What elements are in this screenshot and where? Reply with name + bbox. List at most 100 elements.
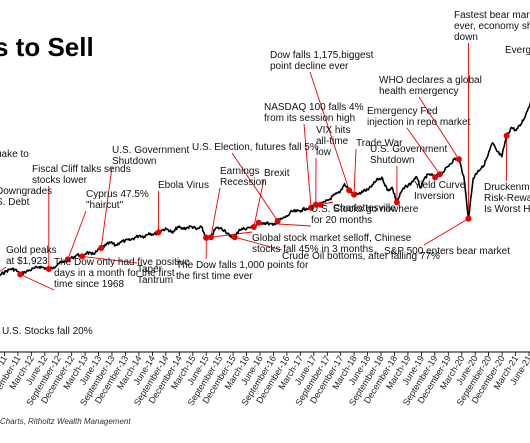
- annotation-label-line: S. Debt: [0, 197, 30, 208]
- annotation-label: Brexit: [264, 168, 290, 179]
- annotation-label: Trade War: [356, 138, 403, 149]
- annotation-label-line: Recession: [220, 177, 267, 188]
- annotation-label-line: for 20 months: [311, 215, 372, 226]
- annotation-label-line: Dow falls 1,175,biggest: [270, 50, 374, 61]
- annotation-label-line: Earnings: [220, 166, 259, 177]
- annotation-label-line: Taper: [137, 264, 163, 275]
- annotation-leader: [0, 266, 7, 272]
- annotation-label-line: Is Worst H: [484, 204, 530, 215]
- annotation-label-line: WHO declares a global: [379, 75, 482, 86]
- annotation-label-line: days in a month for the first: [54, 268, 175, 279]
- event-marker: [308, 204, 315, 211]
- annotation-label-line: from its session high: [264, 113, 355, 124]
- annotation-leader: [423, 218, 469, 246]
- annotation-leader: [82, 255, 138, 264]
- event-marker: [436, 171, 443, 178]
- annotation-label-line: ever, economy shu: [454, 21, 530, 32]
- annotation-leader: [253, 178, 265, 228]
- annotation-leader: [303, 123, 312, 208]
- annotation-leader: [100, 166, 113, 249]
- annotation-label-line: Crude Oil bottoms, after falling 77%: [282, 251, 440, 262]
- chart-title: s to Sell: [0, 32, 94, 62]
- event-marker: [98, 245, 105, 251]
- annotation-label-line: Gold peaks: [6, 245, 57, 256]
- annotation-label: Gold peaks at $1,923: [6, 245, 57, 267]
- annotation-label-line: Fiscal Cliff talks sends: [32, 164, 131, 175]
- annotation-label-line: Druckenmi: [484, 182, 530, 193]
- event-marker: [274, 218, 281, 224]
- annotation-label: VIX hits all-time low: [316, 125, 350, 158]
- annotation-label-line: Brexit: [264, 168, 290, 179]
- annotation-label-line: health emergency: [379, 86, 459, 97]
- annotation-label: Fiscal Cliff talks sends stocks lower: [32, 164, 131, 186]
- annotation-leaders: [0, 43, 508, 291]
- annotation-label-line: Emergency Fed: [367, 106, 438, 117]
- annotation-label-line: Trade War: [356, 138, 403, 149]
- annotation-label-line: Inversion: [414, 191, 455, 202]
- annotation-leader: [234, 236, 283, 251]
- annotation-leader: [210, 187, 221, 238]
- annotation-label-line: Yield Curve: [414, 180, 466, 191]
- event-marker: [155, 229, 162, 236]
- annotation-label-line: point decline ever: [270, 61, 349, 72]
- annotation-label-line: Cyprus 47.5%: [86, 189, 149, 200]
- annotation-label: Earnings Recession: [220, 166, 267, 188]
- annotation-label: uake to: [0, 149, 29, 160]
- annotation-label-line: down: [454, 32, 478, 43]
- annotation-label-line: The Dow falls 1,000 points for: [176, 260, 309, 271]
- annotation-label-line: Evergra: [505, 45, 530, 56]
- annotation-label: Emergency Fed injection in repo market: [367, 106, 471, 128]
- annotation-label-line: Risk-Rewar: [484, 193, 530, 204]
- event-marker: [346, 187, 353, 194]
- annotation-label: U.S. Stocks go nowhere for 20 months: [311, 204, 419, 226]
- annotation-leader: [353, 148, 357, 195]
- annotation-label: WHO declares a global health emergency: [379, 75, 482, 97]
- annotation-label: U.S. Election, futures fall 5%: [192, 142, 319, 153]
- annotation-label-line: U.S. Election, futures fall 5%: [192, 142, 319, 153]
- annotation-label-line: The Dow only had five positive: [54, 257, 190, 268]
- annotation-label-line: "haircut": [86, 200, 124, 211]
- event-marker: [45, 266, 52, 272]
- event-marker: [393, 199, 400, 206]
- annotation-label-line: at $1,923: [6, 256, 48, 267]
- event-marker: [312, 201, 319, 208]
- annotation-label-line: injection in repo market: [367, 117, 471, 128]
- annotation-label-line: Fastest bear mark: [454, 10, 530, 21]
- annotation-label: U.S. Stocks fall 20%: [2, 326, 93, 337]
- x-axis-ticks: June-11September-11December-11March-12Ju…: [0, 352, 530, 407]
- annotation-label: DowngradesS. Debt: [0, 186, 52, 208]
- annotation-label: Fastest bear mark ever, economy shu down: [454, 10, 530, 43]
- annotation-label-line: stocks fall 45% in 3 months: [252, 244, 373, 255]
- annotation-label-line: time since 1968: [54, 279, 124, 290]
- annotation-label: Cyprus 47.5% "haircut": [86, 189, 149, 211]
- event-marker: [79, 253, 86, 260]
- annotation-leader: [418, 96, 460, 160]
- annotation-label: U.S. Government Shutdown: [370, 144, 447, 166]
- annotation-label-line: Tantrum: [137, 275, 173, 286]
- event-marker: [465, 215, 472, 222]
- annotation-label-line: low: [316, 147, 332, 158]
- annotation-label-line: Ebola Virus: [158, 180, 209, 191]
- annotation-leader: [67, 210, 87, 260]
- annotation-label: NASDAQ 100 falls 4% from its session high: [264, 102, 364, 124]
- annotation-label-line: Shutdown: [112, 156, 156, 167]
- event-marker: [250, 224, 257, 230]
- annotation-leader: [406, 127, 441, 175]
- annotation-label-line: S&P 500 enters bear market: [384, 246, 510, 257]
- annotation-label: The Dow falls 1,000 points for the first …: [176, 260, 309, 282]
- event-marker: [432, 174, 439, 181]
- annotation-label: Global stock market selloff, Chinese stoc…: [252, 233, 412, 255]
- event-marker: [351, 191, 357, 198]
- event-marker: [17, 271, 24, 278]
- event-marker: [255, 219, 262, 226]
- annotation-labels: U.S. Stocks fall 20% DowngradesS. Debt uak…: [0, 10, 530, 337]
- event-marker: [207, 234, 214, 241]
- annotation-label-line: NASDAQ 100 falls 4%: [264, 102, 364, 113]
- annotation-label-line: U.S. Government: [370, 144, 447, 155]
- event-marker: [203, 234, 210, 241]
- annotation-label-line: VIX hits: [316, 125, 350, 136]
- annotation-label: Charlottesville: [333, 203, 396, 214]
- annotation-label: Dow falls 1,175,biggest point decline eve…: [270, 50, 374, 72]
